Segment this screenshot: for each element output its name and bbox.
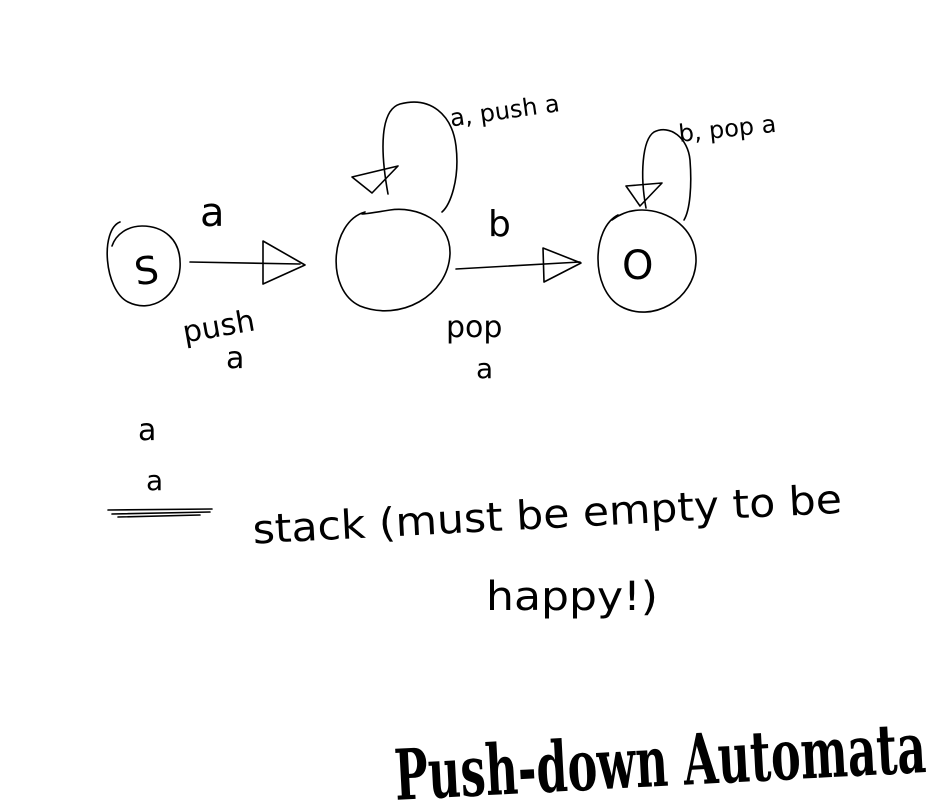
arrowhead-icon — [262, 240, 306, 285]
self-loop-arrowhead-icon — [351, 165, 399, 194]
stack-note-line1: stack (must be empty to be — [251, 477, 843, 554]
transition-input-label: b — [488, 204, 511, 245]
transition-symbol-label: a — [226, 341, 244, 376]
arrow-line — [455, 261, 581, 270]
transition-symbol-label: a — [476, 352, 493, 385]
stack-base-line — [111, 511, 211, 515]
middle-self-loop — [382, 101, 458, 213]
middle-self-loop-label: a, push a — [448, 89, 561, 132]
stack-base-line — [107, 508, 213, 511]
accept-state: O b, pop a — [597, 110, 778, 313]
accept-self-loop-label: b, pop a — [677, 110, 777, 148]
stack-item-top: a — [138, 413, 156, 448]
transition-middle-to-accept: b pop a — [446, 204, 582, 385]
start-state-label: S — [131, 247, 161, 294]
stack-note-line2: happy!) — [486, 574, 658, 620]
stack: a a stack (must be empty to be happy!) — [107, 413, 843, 620]
middle-state-circle — [335, 208, 451, 312]
stack-base-line — [117, 514, 201, 518]
arrow-line — [189, 261, 301, 265]
accept-state-label: O — [622, 243, 653, 289]
start-state-circle — [106, 221, 181, 307]
arrowhead-icon — [542, 247, 582, 283]
start-state: S — [106, 221, 181, 307]
transition-input-label: a — [200, 190, 225, 236]
self-loop-arrowhead-icon — [625, 182, 663, 207]
accept-self-loop — [641, 129, 692, 221]
transition-action-label: push — [180, 303, 258, 350]
stack-item-bottom: a — [146, 464, 163, 497]
accept-state-outer-circle — [597, 209, 697, 313]
page-title: Push-down Automata — [392, 706, 928, 804]
transition-start-to-middle: a push a — [180, 190, 306, 376]
middle-state: a, push a — [335, 89, 561, 312]
transition-action-label: pop — [446, 310, 502, 345]
